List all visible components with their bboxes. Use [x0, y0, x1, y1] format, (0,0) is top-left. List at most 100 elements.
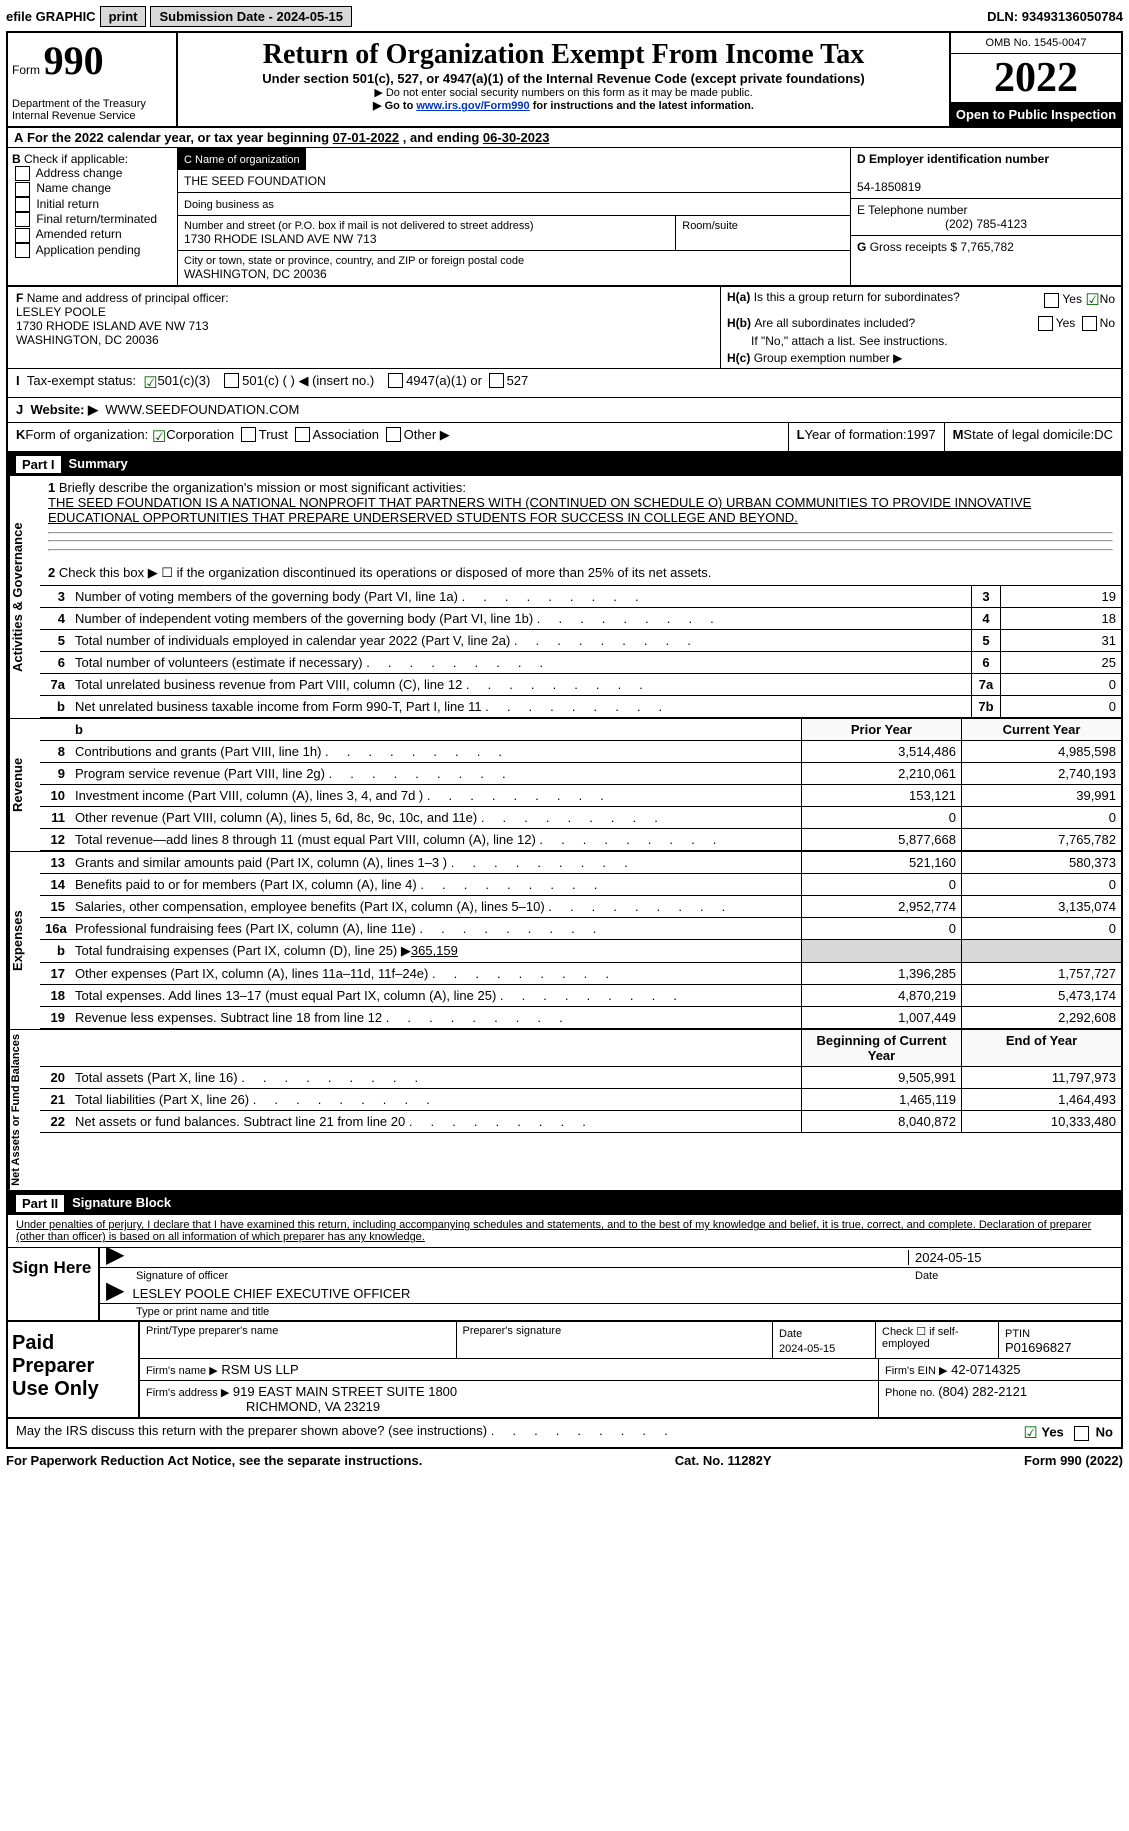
form-container: Form 990 Department of the Treasury Inte…	[6, 31, 1123, 1449]
irs-label: Internal Revenue Service	[12, 110, 172, 122]
preparer-block: Paid Preparer Use Only Print/Type prepar…	[8, 1320, 1121, 1419]
print-button[interactable]: print	[100, 6, 147, 27]
ha-yes-checkbox[interactable]	[1044, 293, 1059, 308]
activities-vlabel: Activities & Governance	[8, 476, 40, 718]
ptin-value: P01696827	[1005, 1340, 1072, 1355]
summary-line-4: 4Number of independent voting members of…	[40, 608, 1121, 630]
section-H: H(a) Is this a group return for subordin…	[721, 287, 1121, 368]
summary-line-3: 3Number of voting members of the governi…	[40, 586, 1121, 608]
line-22: 22Net assets or fund balances. Subtract …	[40, 1111, 1121, 1133]
sign-date: 2024-05-15	[908, 1250, 1115, 1265]
checkbox-name-change: Name change	[12, 181, 173, 196]
line-14: 14Benefits paid to or for members (Part …	[40, 874, 1121, 896]
omb-number: OMB No. 1545-0047	[951, 33, 1121, 54]
header-left: Form 990 Department of the Treasury Inte…	[8, 33, 178, 126]
form-number: 990	[44, 38, 104, 83]
city-label: City or town, state or province, country…	[184, 255, 844, 267]
date-label: Date	[909, 1270, 1115, 1282]
form-header: Form 990 Department of the Treasury Inte…	[8, 33, 1121, 128]
prep-sig-label: Preparer's signature	[463, 1325, 767, 1337]
sig-officer-label: Signature of officer	[136, 1270, 909, 1282]
checkbox-application-pending: Application pending	[12, 243, 173, 258]
year-formation: 1997	[907, 427, 936, 447]
summary-line-7a: 7aTotal unrelated business revenue from …	[40, 674, 1121, 696]
ha-no-checkbox[interactable]: ☑	[1085, 292, 1099, 309]
527-checkbox[interactable]	[489, 373, 504, 388]
section-C: C Name of organization THE SEED FOUNDATI…	[178, 148, 851, 285]
top-bar: efile GRAPHIC print Submission Date - 20…	[6, 6, 1123, 27]
other-checkbox[interactable]	[386, 427, 401, 442]
tax-year-begin: 07-01-2022	[333, 130, 400, 145]
section-DEG: D Employer identification number54-18508…	[851, 148, 1121, 285]
prep-date: 2024-05-15	[779, 1343, 835, 1355]
form-number-footer: Form 990 (2022)	[1024, 1453, 1123, 1468]
501c3-checkbox[interactable]: ☑	[143, 373, 157, 393]
summary-line-5: 5Total number of individuals employed in…	[40, 630, 1121, 652]
ein-label: D Employer identification number	[857, 152, 1049, 166]
line-18: 18Total expenses. Add lines 13–17 (must …	[40, 985, 1121, 1007]
summary-line-7b: bNet unrelated business taxable income f…	[40, 696, 1121, 718]
room-label: Room/suite	[682, 220, 844, 232]
self-employed-check[interactable]: Check ☐ if self-employed	[876, 1322, 999, 1358]
firm-ein: 42-0714325	[951, 1362, 1020, 1377]
line-10: 10Investment income (Part VIII, column (…	[40, 785, 1121, 807]
netassets-section: Net Assets or Fund Balances Beginning of…	[8, 1030, 1121, 1192]
part-II-header: Part IISignature Block	[8, 1192, 1121, 1215]
preparer-label: Paid Preparer Use Only	[8, 1322, 138, 1417]
revenue-section: Revenue b Prior Year Current Year 8Contr…	[8, 719, 1121, 852]
line-9: 9Program service revenue (Part VIII, lin…	[40, 763, 1121, 785]
officer-addr: 1730 RHODE ISLAND AVE NW 713	[16, 319, 209, 333]
current-year-header: Current Year	[961, 719, 1121, 740]
header-mid: Return of Organization Exempt From Incom…	[178, 33, 951, 126]
section-L: L Year of formation: 1997	[788, 423, 944, 451]
org-city: WASHINGTON, DC 20036	[184, 267, 844, 281]
form-note-2: ▶ Go to www.irs.gov/Form990 for instruct…	[186, 99, 941, 112]
addr-label: Number and street (or P.O. box if mail i…	[184, 220, 669, 232]
summary-line-6: 6Total number of volunteers (estimate if…	[40, 652, 1121, 674]
dept-label: Department of the Treasury	[12, 98, 172, 110]
501c-checkbox[interactable]	[224, 373, 239, 388]
submission-date-button[interactable]: Submission Date - 2024-05-15	[150, 6, 352, 27]
discuss-no-checkbox[interactable]	[1074, 1426, 1089, 1441]
section-A: A For the 2022 calendar year, or tax yea…	[8, 128, 1121, 148]
officer-name: LESLEY POOLE	[16, 305, 106, 319]
line-11: 11Other revenue (Part VIII, column (A), …	[40, 807, 1121, 829]
pra-notice: For Paperwork Reduction Act Notice, see …	[6, 1453, 422, 1468]
firm-name: RSM US LLP	[221, 1362, 298, 1377]
line-13: 13Grants and similar amounts paid (Part …	[40, 852, 1121, 874]
section-I: I Tax-exempt status: ☑ 501(c)(3) 501(c) …	[8, 369, 1121, 398]
section-M: M State of legal domicile: DC	[944, 423, 1121, 451]
hb-yes-checkbox[interactable]	[1038, 316, 1053, 331]
expenses-vlabel: Expenses	[8, 852, 40, 1029]
info-grid: B Check if applicable: Address change Na…	[8, 148, 1121, 287]
fundraising-expenses: 365,159	[411, 943, 458, 958]
tax-year-end: 06-30-2023	[483, 130, 550, 145]
assoc-checkbox[interactable]	[295, 427, 310, 442]
corp-checkbox[interactable]: ☑	[152, 427, 166, 447]
trust-checkbox[interactable]	[241, 427, 256, 442]
inspection-label: Open to Public Inspection	[951, 103, 1121, 126]
discuss-row: May the IRS discuss this return with the…	[8, 1419, 1121, 1447]
end-year-header: End of Year	[961, 1030, 1121, 1066]
sign-here-label: Sign Here	[8, 1248, 98, 1320]
officer-signed-name: LESLEY POOLE CHIEF EXECUTIVE OFFICER	[132, 1286, 410, 1301]
form-note-1: ▶ Do not enter social security numbers o…	[186, 86, 941, 99]
4947-checkbox[interactable]	[388, 373, 403, 388]
irs-link[interactable]: www.irs.gov/Form990	[416, 100, 529, 112]
line-19: 19Revenue less expenses. Subtract line 1…	[40, 1007, 1121, 1029]
org-address: 1730 RHODE ISLAND AVE NW 713	[184, 232, 669, 246]
phone-value: (202) 785-4123	[857, 217, 1115, 231]
expenses-section: Expenses 13Grants and similar amounts pa…	[8, 852, 1121, 1030]
firm-address: 919 EAST MAIN STREET SUITE 1800	[233, 1384, 457, 1399]
revenue-vlabel: Revenue	[8, 719, 40, 851]
checkbox-initial-return: Initial return	[12, 197, 173, 212]
line-15: 15Salaries, other compensation, employee…	[40, 896, 1121, 918]
form-title: Return of Organization Exempt From Incom…	[186, 39, 941, 71]
mission-text: THE SEED FOUNDATION IS A NATIONAL NONPRO…	[48, 495, 1031, 525]
prior-year-header: Prior Year	[801, 719, 961, 740]
hb-no-checkbox[interactable]	[1082, 316, 1097, 331]
discuss-yes-checkbox[interactable]: ☑	[1023, 1425, 1037, 1442]
state-domicile: DC	[1094, 427, 1113, 447]
line-16b-label: Total fundraising expenses (Part IX, col…	[75, 943, 411, 958]
prep-name-label: Print/Type preparer's name	[146, 1325, 450, 1337]
